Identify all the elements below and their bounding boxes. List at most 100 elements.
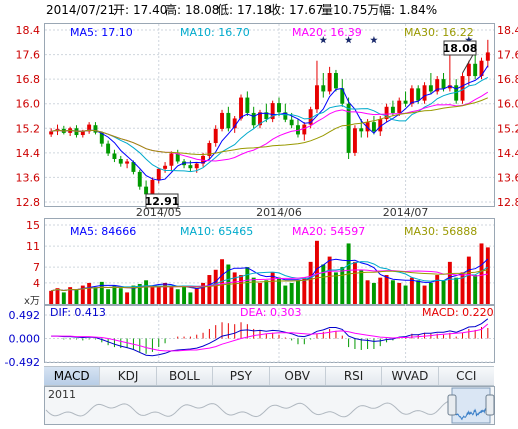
- price-ytick-left: 13.6: [16, 171, 41, 184]
- header-open: 17.40: [133, 3, 167, 17]
- volume-bar: [87, 282, 92, 304]
- navigator-right-handle[interactable]: [485, 394, 495, 416]
- volume-bar: [454, 277, 459, 304]
- price-ytick-left: 12.8: [16, 196, 41, 209]
- navigator-year-label: 2011: [48, 388, 76, 401]
- price-ytick-right: 14.4: [497, 147, 518, 160]
- candle-body: [327, 73, 332, 92]
- candle: [277, 97, 281, 116]
- price-ma30-line: [51, 97, 488, 156]
- min-price-label: 12.91: [145, 195, 180, 208]
- max-callout-box: [443, 40, 477, 56]
- candle-body: [99, 132, 104, 144]
- candle: [485, 39, 490, 68]
- candle: [188, 160, 193, 172]
- volume-bar: [188, 292, 193, 304]
- legend-ma10: MA10: 16.70: [180, 26, 250, 39]
- range-navigator[interactable]: 2011: [44, 386, 495, 425]
- candle-body: [397, 100, 402, 113]
- header-close-label: 收:: [269, 3, 285, 17]
- candle: [397, 97, 402, 116]
- volume-bar: [447, 261, 452, 304]
- candle-body: [422, 85, 427, 101]
- volume-bar: [118, 288, 123, 304]
- tab-macd[interactable]: MACD: [44, 367, 101, 385]
- candle-body: [365, 122, 370, 132]
- volume-bar: [74, 289, 79, 304]
- navigator-left-handle[interactable]: [447, 394, 457, 416]
- candle: [87, 122, 92, 134]
- event-markers: [319, 36, 473, 44]
- candle-body: [308, 109, 313, 125]
- volume-bar: [359, 269, 364, 304]
- volume-bar: [93, 287, 98, 304]
- volume-bar: [403, 285, 408, 304]
- candle-body: [371, 122, 376, 132]
- header-low: 17.18: [237, 3, 271, 17]
- candle-body: [213, 128, 218, 144]
- volume-bar: [283, 285, 288, 304]
- x-axis-date-label: 2014/05: [136, 206, 182, 219]
- candle-body: [289, 119, 294, 126]
- volume-bar: [409, 277, 414, 304]
- tab-psy[interactable]: PSY: [213, 367, 270, 385]
- volume-bar: [49, 290, 54, 304]
- candle: [308, 106, 313, 129]
- candle-body: [409, 88, 414, 104]
- macd-lines: [51, 318, 489, 357]
- header-volume-label: 量: [321, 3, 333, 17]
- navigator-selection[interactable]: [451, 387, 491, 424]
- volume-bar: [213, 269, 218, 304]
- candle-body: [346, 103, 351, 153]
- volume-bar: [131, 285, 136, 304]
- candle-body: [447, 85, 452, 89]
- candle-body: [144, 186, 149, 195]
- candle-body: [283, 112, 288, 120]
- candle: [207, 140, 212, 159]
- tab-boll[interactable]: BOLL: [156, 367, 214, 385]
- candle-body: [479, 60, 484, 77]
- candle: [441, 73, 446, 92]
- header-change: 1.84%: [399, 3, 437, 17]
- volume-bar: [315, 240, 319, 304]
- candle-body: [106, 143, 111, 154]
- price-ytick-left: 14.4: [16, 147, 41, 160]
- header-date: 2014/07/21: [46, 3, 115, 17]
- legend-ma20: MA20: 54597: [292, 225, 365, 238]
- candle-body: [156, 168, 161, 180]
- candle-body: [315, 85, 319, 110]
- tab-wvad[interactable]: WVAD: [382, 367, 439, 385]
- volume-bar: [435, 275, 440, 304]
- candle: [428, 73, 433, 95]
- candle: [270, 100, 275, 123]
- tab-obv[interactable]: OBV: [269, 367, 326, 385]
- legend-macd: MACD: 0.220: [422, 306, 494, 319]
- candle-body: [485, 52, 490, 61]
- candle: [226, 106, 231, 132]
- navigator-selected-line: [454, 407, 487, 421]
- candle-body: [384, 106, 389, 120]
- volume-bars: [49, 240, 490, 304]
- candle: [333, 69, 338, 92]
- candle: [150, 177, 155, 196]
- tab-kdj[interactable]: KDJ: [100, 367, 157, 385]
- candle-body: [390, 106, 395, 113]
- event-star-marker: [370, 36, 378, 44]
- candle: [352, 125, 357, 156]
- header-high-label: 高:: [165, 2, 181, 17]
- dea-line: [51, 323, 489, 352]
- candle: [68, 126, 73, 136]
- tab-cci[interactable]: CCI: [438, 367, 494, 385]
- macd-ytick: 0.000: [9, 333, 41, 346]
- header-high: 18.08: [185, 3, 219, 17]
- candle: [239, 94, 243, 121]
- candle: [258, 109, 262, 129]
- tab-rsi[interactable]: RSI: [325, 367, 383, 385]
- candle-body: [125, 161, 130, 164]
- volume-bar: [239, 275, 243, 304]
- legend-ma5: MA5: 17.10: [70, 26, 133, 39]
- candle: [327, 66, 332, 95]
- candle-body: [302, 124, 307, 135]
- candle: [447, 48, 452, 92]
- candle: [169, 151, 174, 172]
